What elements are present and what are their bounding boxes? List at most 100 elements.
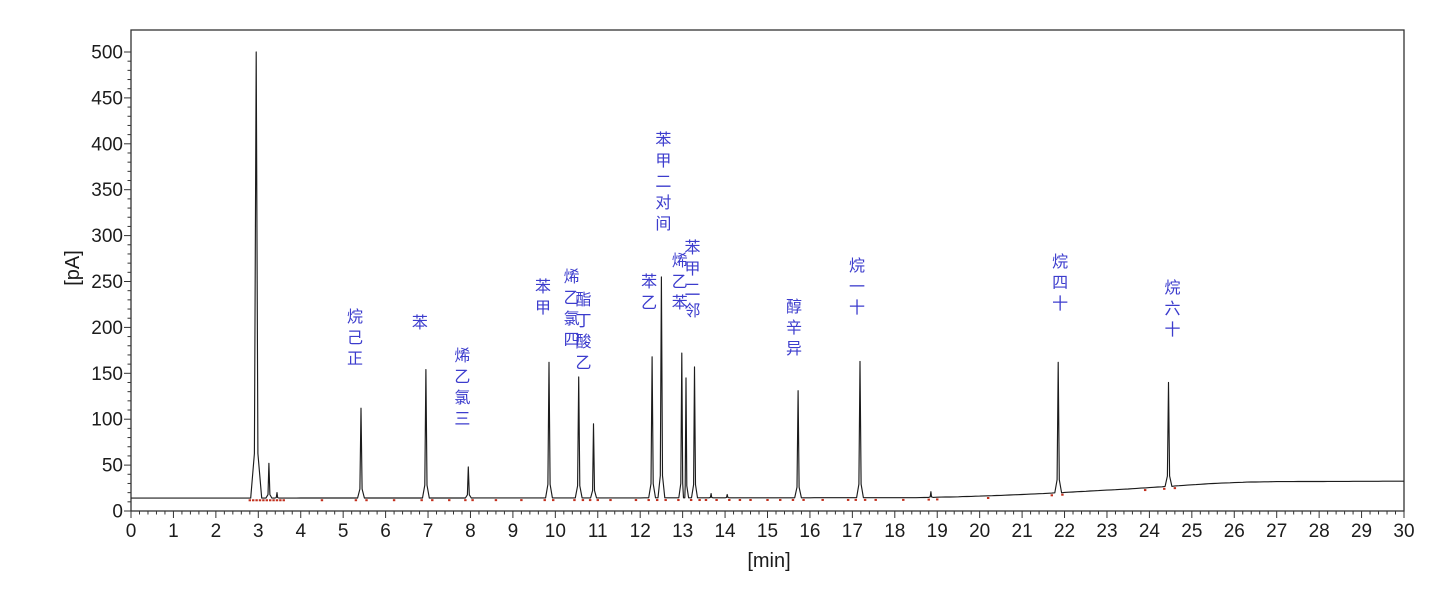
x-tick-label: 0 [126, 521, 137, 542]
integration-mark [863, 498, 867, 501]
integration-mark [677, 499, 680, 502]
x-tick-label: 24 [1139, 521, 1161, 542]
x-tick-label: 1 [168, 521, 179, 542]
y-tick-label: 150 [91, 364, 123, 385]
integration-mark [581, 499, 585, 502]
integration-mark [252, 499, 255, 502]
integration-mark [552, 499, 555, 502]
x-tick-label: 16 [799, 521, 820, 542]
x-tick-label: 27 [1266, 521, 1287, 542]
x-tick-label: 12 [630, 521, 651, 542]
x-tick-label: 30 [1393, 521, 1414, 542]
x-axis-title: [min] [747, 550, 791, 572]
x-tick-label: 26 [1224, 521, 1245, 542]
integration-mark [258, 499, 262, 502]
integration-mark [543, 499, 546, 502]
x-tick-label: 9 [508, 521, 519, 542]
x-tick-label: 22 [1054, 521, 1075, 542]
integration-mark [634, 499, 638, 502]
integration-mark [902, 498, 905, 501]
integration-mark [448, 499, 451, 502]
x-tick-label: 7 [423, 521, 434, 542]
integration-mark [573, 499, 576, 502]
y-tick-label: 0 [112, 502, 123, 523]
y-tick-label: 100 [91, 410, 123, 431]
integration-mark [647, 499, 650, 502]
integration-mark [1061, 493, 1064, 496]
x-tick-label: 28 [1309, 521, 1330, 542]
integration-mark [262, 499, 265, 502]
integration-mark [464, 499, 467, 502]
x-tick-label: 6 [380, 521, 391, 542]
x-tick-label: 20 [969, 521, 990, 542]
integration-mark [936, 498, 939, 501]
x-tick-label: 14 [714, 521, 736, 542]
integration-mark [854, 498, 857, 501]
x-tick-label: 21 [1012, 521, 1033, 542]
integration-mark [846, 498, 850, 501]
x-tick-label: 5 [338, 521, 349, 542]
integration-mark [715, 499, 718, 502]
integration-mark [268, 499, 272, 502]
integration-mark [265, 499, 268, 502]
integration-mark [248, 499, 252, 502]
integration-mark [704, 499, 708, 502]
integration-mark [282, 499, 285, 502]
integration-mark [791, 498, 795, 501]
x-tick-label: 18 [884, 521, 905, 542]
integration-mark [275, 499, 279, 502]
x-tick-label: 19 [927, 521, 948, 542]
y-tick-label: 500 [91, 43, 123, 64]
integration-mark [927, 498, 930, 501]
x-tick-label: 25 [1181, 521, 1202, 542]
x-tick-label: 11 [588, 521, 608, 542]
x-tick-label: 13 [672, 521, 693, 542]
y-tick-label: 350 [91, 180, 123, 201]
integration-mark [655, 499, 659, 502]
integration-mark [698, 499, 701, 502]
x-tick-label: 4 [295, 521, 306, 542]
integration-mark [1173, 487, 1177, 490]
integration-mark [664, 499, 667, 502]
integration-mark [279, 499, 282, 502]
integration-mark [365, 499, 368, 502]
integration-mark [596, 499, 599, 502]
integration-mark [609, 499, 612, 502]
x-tick-label: 10 [545, 521, 566, 542]
integration-mark [821, 498, 824, 501]
integration-mark [802, 498, 805, 501]
integration-mark [588, 499, 592, 502]
chromatogram-trace [131, 51, 1404, 499]
integration-mark [471, 499, 474, 502]
y-tick-label: 400 [91, 134, 123, 155]
integration-mark [255, 499, 258, 502]
integration-mark [1163, 487, 1166, 490]
integration-mark [494, 499, 498, 502]
integration-mark [431, 499, 434, 502]
integration-mark [749, 498, 752, 501]
integration-mark [1050, 494, 1054, 497]
y-tick-label: 450 [91, 88, 123, 109]
integration-mark [766, 498, 769, 501]
y-tick-label: 250 [91, 272, 123, 293]
y-tick-label: 50 [102, 456, 123, 477]
y-tick-label: 200 [91, 318, 123, 339]
integration-mark [738, 498, 742, 501]
integration-mark [728, 498, 731, 501]
integration-mark [520, 499, 523, 502]
integration-mark [272, 499, 275, 502]
integration-mark [1143, 489, 1147, 492]
integration-mark [986, 497, 990, 500]
x-tick-label: 23 [1096, 521, 1117, 542]
x-tick-label: 3 [253, 521, 264, 542]
integration-mark [320, 499, 324, 502]
x-tick-label: 29 [1351, 521, 1372, 542]
x-tick-label: 2 [211, 521, 222, 542]
integration-mark [354, 499, 358, 502]
plot-frame [130, 29, 1405, 512]
x-tick-label: 8 [465, 521, 476, 542]
integration-mark [689, 499, 693, 502]
integration-mark [392, 499, 396, 502]
